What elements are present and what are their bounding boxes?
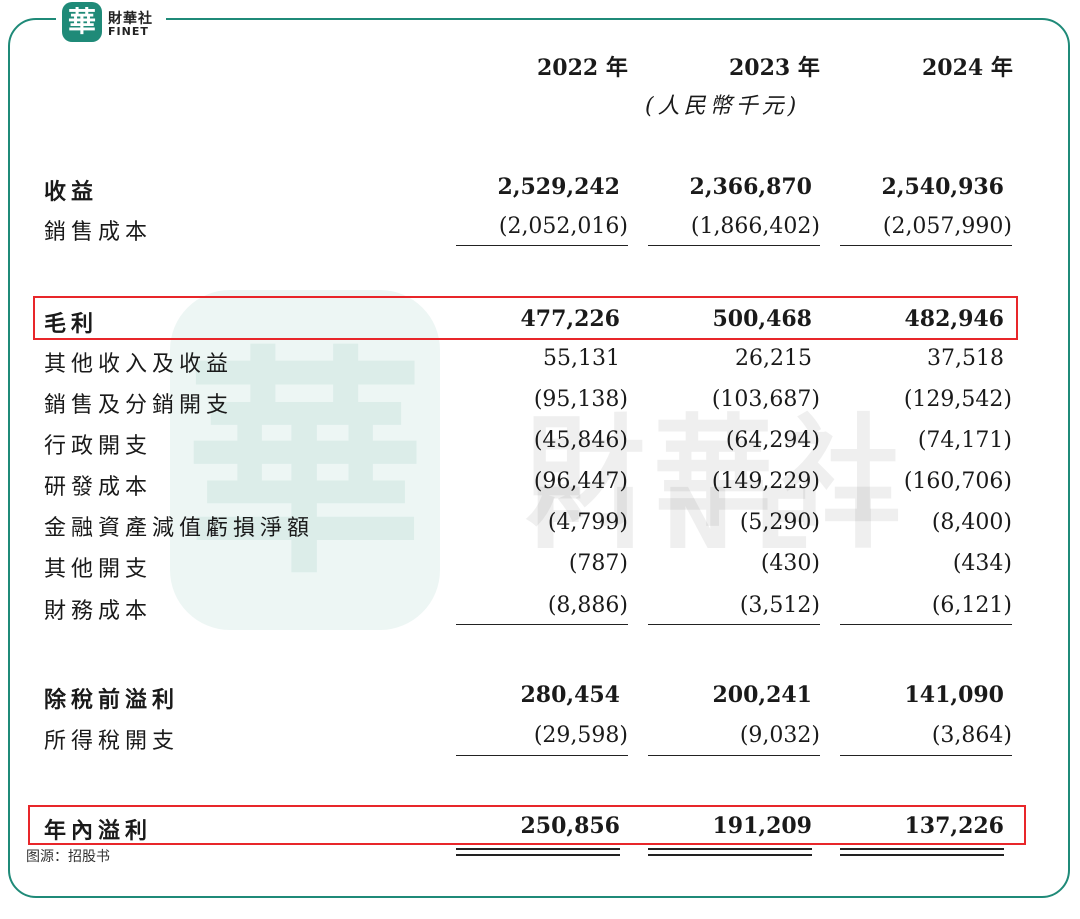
highlight-profit-for-year [28,805,1026,845]
table-row: 除稅前溢利 280,454 200,241 141,090 [0,678,1080,714]
underline [648,624,820,625]
row-value-3: 482,946 [904,306,1004,332]
row-value-1: (2,052,016) [498,214,628,239]
row-value-2: (9,032) [739,723,820,748]
logo-name-cn: 財華社 [108,11,153,27]
row-value-1: 55,131 [543,346,620,371]
underline [456,755,628,756]
row-value-3: (2,057,990) [882,214,1012,239]
row-value-1: (29,598) [533,723,628,748]
year-header-2022: 2022 年 [537,55,628,81]
table-row: 財務成本 (8,886) (3,512) (6,121) [0,589,1080,625]
row-value-2: (3,512) [739,593,820,618]
table-row: 年內溢利 250,856 191,209 137,226 [0,809,1080,845]
row-label: 行政開支 [44,434,153,459]
underline [456,624,628,625]
row-value-1: 250,856 [520,813,620,839]
row-label: 銷售及分銷開支 [44,393,234,418]
underline [456,245,628,246]
row-label: 其他收入及收益 [44,352,234,377]
row-label: 金融資產減值虧損淨額 [44,516,315,541]
logo-name-en: FINET [108,25,149,38]
underline [840,624,1012,625]
row-value-3: 137,226 [904,813,1004,839]
row-value-1: 280,454 [520,682,620,708]
row-value-1: (4,799) [547,510,628,535]
row-value-1: (96,447) [533,469,628,494]
row-value-2: (1,866,402) [690,214,820,239]
row-label: 收益 [44,179,99,205]
row-value-1: (787) [568,551,628,576]
watermark-seal-char: 華 [184,324,425,606]
underline [840,245,1012,246]
row-value-1: 477,226 [520,306,620,332]
underline [840,755,1012,756]
row-value-3: 141,090 [904,682,1004,708]
row-value-3: (160,706) [903,469,1012,494]
row-value-3: (434) [952,551,1012,576]
row-value-1: (8,886) [547,593,628,618]
table-row: 收益 2,529,242 2,366,870 2,540,936 [0,170,1080,206]
row-value-1: (95,138) [533,387,628,412]
page-frame [8,18,1070,898]
row-value-2: 191,209 [712,813,812,839]
row-value-2: (430) [760,551,820,576]
highlight-gross-profit [33,296,1018,340]
double-underline [456,854,620,856]
watermark-cn: 財華社 [525,404,909,543]
row-label: 財務成本 [44,599,153,624]
underline [648,755,820,756]
row-value-3: 2,540,936 [881,174,1004,200]
table-row: 銷售及分銷開支 (95,138) (103,687) (129,542) [0,383,1080,419]
table-row: 研發成本 (96,447) (149,229) (160,706) [0,465,1080,501]
year-header-2024: 2024 年 [922,55,1013,81]
row-label: 年內溢利 [44,818,153,844]
row-value-3: (3,864) [931,723,1012,748]
logo-seal: 華 [62,2,102,42]
double-underline [648,854,812,856]
table-row: 毛利 477,226 500,468 482,946 [0,302,1080,338]
row-value-2: (149,229) [711,469,820,494]
double-underline [840,848,1004,850]
brand-logo: 華 財華社 FINET [56,0,166,44]
year-header-2023: 2023 年 [729,55,820,81]
row-value-1: (45,846) [533,428,628,453]
source-caption: 图源：招股书 [26,849,110,865]
row-value-2: 200,241 [712,682,812,708]
row-label: 所得稅開支 [44,729,180,754]
row-label: 銷售成本 [44,220,153,245]
row-value-2: 26,215 [735,346,812,371]
row-label: 研發成本 [44,475,153,500]
row-label: 毛利 [44,311,99,337]
watermark-seal [170,290,440,630]
table-row: 銷售成本 (2,052,016) (1,866,402) (2,057,990) [0,210,1080,246]
row-value-2: (5,290) [739,510,820,535]
row-value-3: (129,542) [903,387,1012,412]
row-value-3: (6,121) [931,593,1012,618]
double-underline [648,848,812,850]
row-value-3: 37,518 [927,346,1004,371]
row-label: 其他開支 [44,557,153,582]
table-row: 所得稅開支 (29,598) (9,032) (3,864) [0,719,1080,755]
table-row: 其他開支 (787) (430) (434) [0,547,1080,583]
row-label: 除稅前溢利 [44,687,180,713]
row-value-2: 500,468 [712,306,812,332]
row-value-2: (103,687) [711,387,820,412]
unit-label: (人民幣千元) [645,94,801,119]
row-value-2: 2,366,870 [689,174,812,200]
row-value-2: (64,294) [725,428,820,453]
table-row: 金融資產減值虧損淨額 (4,799) (5,290) (8,400) [0,506,1080,542]
watermark-en: FINET [530,470,914,568]
double-underline [456,848,620,850]
row-value-3: (74,171) [917,428,1012,453]
row-value-3: (8,400) [931,510,1012,535]
double-underline [840,854,1004,856]
row-value-1: 2,529,242 [497,174,620,200]
underline [648,245,820,246]
table-row: 其他收入及收益 55,131 26,215 37,518 [0,342,1080,378]
table-row: 行政開支 (45,846) (64,294) (74,171) [0,424,1080,460]
